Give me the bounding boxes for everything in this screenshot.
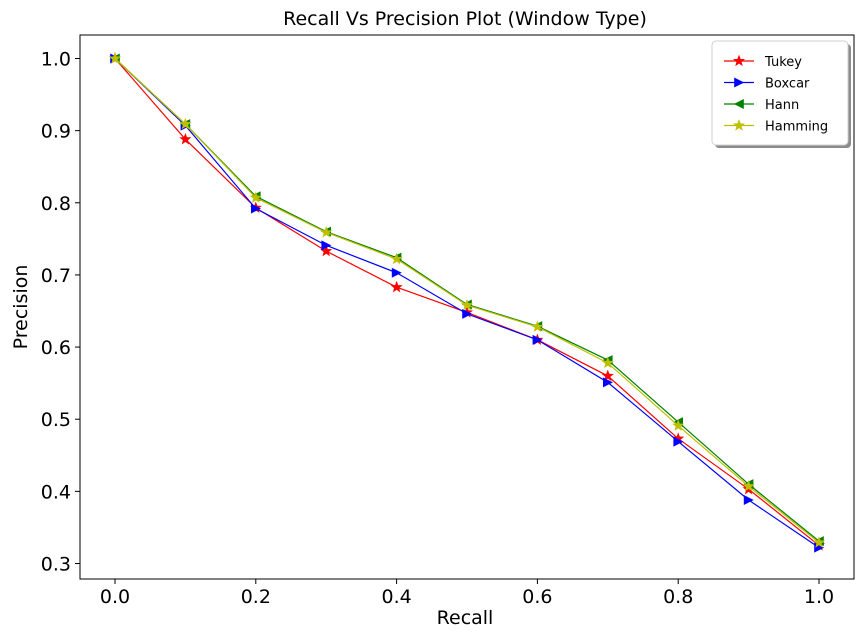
series-layer <box>108 52 826 553</box>
x-axis-ticks: 0.0 0.2 0.4 0.6 0.8 1.0 <box>100 579 834 608</box>
legend-label-hann: Hann <box>765 98 799 113</box>
y-tick-label: 0.8 <box>41 193 71 215</box>
data-point-tukey <box>179 132 192 145</box>
x-tick-label: 0.2 <box>241 586 271 608</box>
data-point-hamming <box>108 52 122 64</box>
legend-box <box>711 40 849 146</box>
data-point-boxcar <box>251 203 261 214</box>
series-boxcar <box>110 53 825 553</box>
data-point-boxcar <box>673 436 684 447</box>
legend-marker-boxcar <box>734 77 745 88</box>
legend-label-tukey: Tukey <box>764 55 802 70</box>
data-point-tukey <box>390 280 403 293</box>
x-tick-label: 1.0 <box>804 586 834 608</box>
data-point-boxcar <box>532 334 543 345</box>
legend-label-hamming: Hamming <box>765 120 828 135</box>
x-tick-label: 0.8 <box>663 586 693 608</box>
data-point-hamming <box>672 419 685 431</box>
y-axis-label: Precision <box>10 265 32 350</box>
y-tick-label: 0.4 <box>41 481 71 503</box>
x-axis-label: Recall <box>437 607 494 629</box>
data-point-boxcar <box>321 240 332 251</box>
legend-marker-tukey <box>732 54 746 67</box>
x-tick-label: 0.6 <box>522 586 552 608</box>
y-tick-label: 0.3 <box>41 554 71 576</box>
plot-frame <box>79 34 855 580</box>
legend: Tukey Boxcar Hann Hamming <box>711 40 851 148</box>
legend-marker-hamming <box>732 119 746 131</box>
legend-marker-hann <box>733 99 744 109</box>
data-point-boxcar <box>391 267 402 278</box>
series-hamming <box>108 52 826 548</box>
data-point-boxcar <box>603 377 613 388</box>
y-tick-label: 1.0 <box>41 49 71 71</box>
y-axis-ticks: 0.3 0.4 0.5 0.6 0.7 0.8 0.9 1.0 <box>41 49 80 576</box>
data-point-boxcar <box>462 308 473 319</box>
y-tick-label: 0.7 <box>41 265 71 287</box>
data-point-boxcar <box>743 495 754 505</box>
legend-label-boxcar: Boxcar <box>765 77 810 92</box>
y-tick-label: 0.9 <box>41 121 71 143</box>
data-point-tukey <box>601 369 614 382</box>
x-tick-label: 0.4 <box>381 586 411 608</box>
data-point-hamming <box>460 298 474 311</box>
data-point-hamming <box>390 252 403 265</box>
data-point-hamming <box>249 191 262 203</box>
data-point-hamming <box>812 536 826 548</box>
y-tick-label: 0.5 <box>41 409 71 431</box>
y-tick-label: 0.6 <box>41 337 71 359</box>
chart-title: Recall Vs Precision Plot (Window Type) <box>283 8 647 30</box>
data-point-hamming <box>531 320 544 333</box>
data-point-hamming <box>320 226 333 238</box>
data-point-hamming <box>742 479 755 492</box>
data-point-hamming <box>179 117 192 130</box>
x-tick-label: 0.0 <box>100 586 130 608</box>
data-point-hamming <box>601 356 614 369</box>
